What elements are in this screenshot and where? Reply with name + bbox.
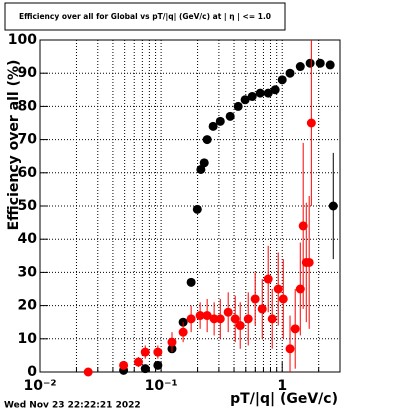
x-tick-label: 1 [277, 378, 287, 394]
marker [83, 367, 93, 377]
marker [250, 294, 260, 304]
marker [278, 294, 288, 304]
marker [263, 88, 273, 98]
marker [243, 314, 253, 324]
marker [285, 344, 295, 354]
y-tick-label: 10 [18, 331, 38, 347]
marker [178, 327, 188, 337]
marker [209, 314, 219, 324]
marker [223, 307, 233, 317]
y-tick-label: 30 [18, 264, 38, 280]
marker [140, 347, 150, 357]
marker [240, 95, 250, 105]
marker [270, 85, 280, 95]
marker [298, 221, 308, 231]
y-tick-label: 0 [27, 364, 37, 380]
marker [153, 347, 163, 357]
marker [192, 204, 202, 214]
marker [195, 311, 205, 321]
marker [305, 58, 315, 68]
marker [304, 257, 314, 267]
marker [277, 75, 287, 85]
marker [235, 321, 245, 331]
marker [225, 111, 235, 121]
marker [199, 158, 209, 168]
marker [273, 284, 283, 294]
marker [315, 58, 325, 68]
marker [255, 88, 265, 98]
marker [208, 121, 218, 131]
marker [257, 304, 267, 314]
marker [215, 314, 225, 324]
marker [306, 118, 316, 128]
y-tick-label: 40 [18, 231, 38, 247]
footer: Wed Nov 23 22:22:21 2022 [4, 401, 141, 411]
chart-title: Efficiency over all for Global vs pT/|q|… [19, 12, 271, 22]
y-tick-label: 20 [18, 298, 38, 314]
x-axis-label: pT/|q| (GeV/c) [230, 391, 338, 407]
title-box [4, 2, 286, 31]
y-tick-label: 60 [18, 165, 38, 181]
plot-frame [39, 39, 341, 373]
y-tick-label: 70 [18, 132, 38, 148]
marker [202, 311, 212, 321]
x-tick-label: 10⁻¹ [145, 378, 178, 394]
y-tick-label: 50 [18, 198, 38, 214]
marker [140, 364, 150, 374]
marker [215, 116, 225, 126]
x-tick-label: 10⁻² [23, 378, 56, 394]
marker [186, 314, 196, 324]
marker [263, 274, 273, 284]
marker [167, 337, 177, 347]
marker [230, 314, 240, 324]
y-tick-label: 80 [18, 98, 38, 114]
y-tick-label: 100 [8, 32, 37, 48]
marker [247, 91, 257, 101]
marker [295, 62, 305, 72]
marker [119, 360, 129, 370]
marker [295, 284, 305, 294]
marker [290, 324, 300, 334]
marker [285, 68, 295, 78]
marker [153, 360, 163, 370]
marker [133, 357, 143, 367]
y-tick-label: 90 [18, 65, 38, 81]
y-axis-label: Efficiency over all (%) [6, 60, 22, 231]
marker [196, 164, 206, 174]
marker [328, 201, 338, 211]
marker [186, 277, 196, 287]
marker [325, 60, 335, 70]
marker [202, 135, 212, 145]
marker [233, 101, 243, 111]
marker [267, 314, 277, 324]
